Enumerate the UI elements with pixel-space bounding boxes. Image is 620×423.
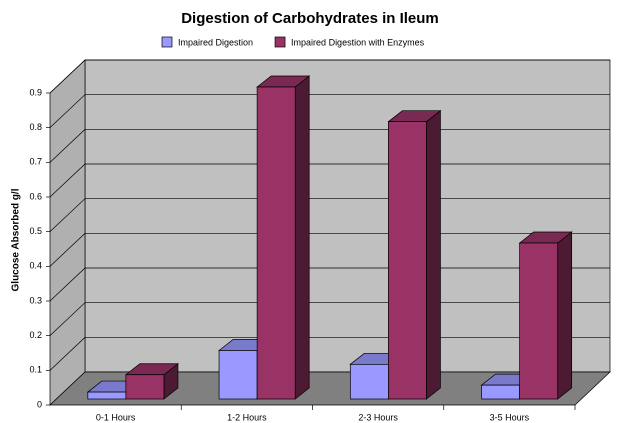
legend-label: Impaired Digestion [178, 37, 253, 47]
bar [349, 363, 389, 400]
y-tick-label: 0.3 [29, 295, 42, 305]
bar [87, 391, 127, 400]
y-tick-label: 0.8 [29, 122, 42, 132]
bar [218, 350, 258, 400]
y-tick-label: 0.9 [29, 87, 42, 97]
bar [388, 121, 427, 400]
y-tick-label: 0.4 [29, 261, 42, 271]
bar [519, 242, 559, 400]
bar [256, 86, 296, 400]
bar-side [557, 231, 573, 400]
y-tick-label: 0 [37, 399, 42, 409]
grid-line [49, 94, 610, 128]
x-tick-label: 1-2 Hours [227, 412, 267, 422]
legend-swatch [161, 36, 173, 48]
y-tick-label: 0.6 [29, 191, 42, 201]
y-axis-label: Glucose Absorbed g/l [11, 188, 22, 291]
y-tick-label: 0.5 [29, 226, 42, 236]
y-tick-label: 0.7 [29, 157, 42, 167]
bar [125, 374, 165, 400]
y-tick-label: 0.2 [29, 330, 42, 340]
bar-side [426, 109, 441, 400]
x-tick-label: 2-3 Hours [358, 412, 398, 422]
bar [481, 384, 520, 400]
legend-swatch [274, 36, 286, 48]
x-tick-label: 3-5 Hours [490, 412, 530, 422]
grid-line [49, 59, 610, 94]
chart-title: Digestion of Carbohydrates in Ileum [181, 10, 439, 27]
x-tick-label: 0-1 Hours [96, 412, 136, 422]
y-tick-label: 0.1 [29, 365, 42, 375]
bar-side [294, 75, 310, 400]
legend-label: Impaired Digestion with Enzymes [291, 37, 425, 47]
side-wall [49, 59, 86, 406]
floor [49, 371, 611, 406]
